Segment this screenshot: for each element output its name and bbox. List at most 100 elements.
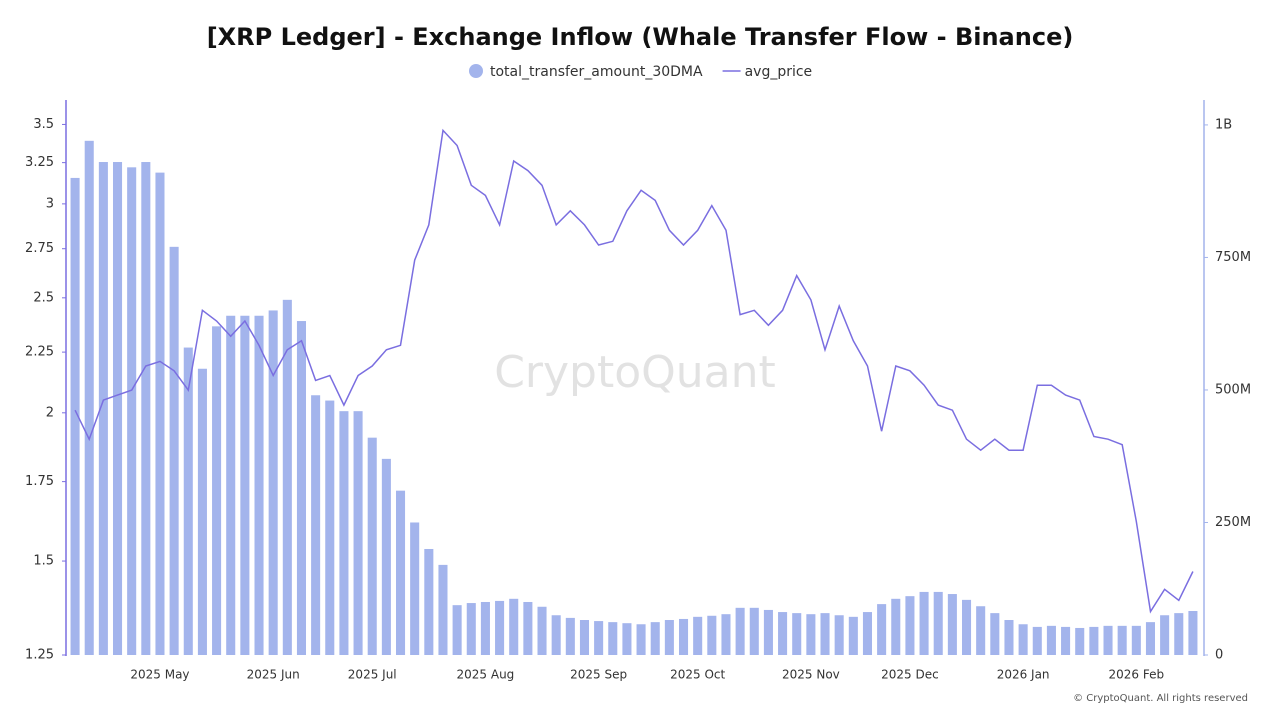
bar	[678, 618, 689, 655]
footer: © CryptoQuant. All rights reserved	[1073, 693, 1248, 704]
bar	[183, 347, 193, 655]
bar	[466, 603, 476, 655]
bar	[834, 615, 844, 655]
bar	[339, 411, 349, 655]
y-tick-label: 3	[46, 196, 54, 211]
bar	[1046, 625, 1056, 655]
x-tick-label: 2025 Dec	[881, 668, 939, 682]
bar	[792, 613, 802, 655]
bar	[636, 624, 646, 655]
y-tick-label: 2	[46, 405, 54, 420]
bar	[155, 172, 165, 656]
bar	[226, 315, 236, 655]
bar	[933, 591, 943, 655]
bar	[1188, 611, 1198, 655]
bar	[990, 613, 1000, 655]
y2-tick-label: 500M	[1215, 382, 1251, 397]
y-tick-label: 2.5	[33, 290, 54, 305]
bar	[551, 615, 561, 655]
bar	[565, 617, 575, 655]
bar	[410, 522, 420, 655]
y-tick-label: 2.75	[25, 241, 54, 256]
y-tick-label: 3.25	[25, 155, 54, 170]
bar	[976, 606, 986, 655]
bar	[197, 368, 207, 655]
bar	[452, 605, 462, 655]
bar	[1061, 626, 1071, 655]
x-tick-label: 2025 Jun	[247, 668, 300, 682]
bar	[961, 599, 972, 655]
watermark: CryptoQuant	[494, 347, 776, 398]
bar	[1103, 625, 1113, 655]
legend-label: avg_price	[745, 64, 813, 80]
bar	[311, 395, 321, 655]
bar	[268, 310, 278, 655]
x-tick-label: 2025 Oct	[670, 668, 725, 682]
x-tick-label: 2025 Jul	[348, 668, 397, 682]
bar	[622, 623, 632, 655]
bar	[381, 458, 391, 655]
line	[74, 128, 1194, 614]
y2-tick-label: 250M	[1215, 515, 1251, 530]
bar	[240, 315, 250, 655]
bar	[1089, 626, 1099, 655]
bar	[325, 400, 335, 655]
y2-tick-label: 0	[1215, 648, 1223, 663]
bar	[98, 162, 108, 655]
bar	[1018, 624, 1028, 655]
bar	[806, 614, 816, 655]
bar	[1160, 615, 1170, 655]
bar	[1075, 627, 1085, 655]
bar	[664, 620, 674, 655]
bar	[70, 177, 80, 655]
bar	[1117, 625, 1127, 655]
bar	[424, 548, 434, 655]
bar	[763, 609, 773, 655]
bar	[721, 614, 731, 655]
bar	[862, 612, 873, 655]
y2-tick-label: 1B	[1215, 117, 1232, 132]
chart-title: [XRP Ledger] - Exchange Inflow (Whale Tr…	[207, 23, 1074, 51]
y-tick-label: 3.5	[33, 117, 54, 132]
x-tick-label: 2025 May	[130, 668, 189, 682]
bar	[778, 612, 788, 655]
bar	[1145, 622, 1156, 655]
bar	[905, 596, 915, 655]
y-tick-label: 1.75	[25, 474, 54, 489]
legend-swatch	[469, 64, 483, 78]
bar	[707, 615, 717, 655]
x-tick-label: 2026 Jan	[997, 668, 1050, 682]
bar	[523, 601, 533, 655]
y-tick-label: 1.5	[33, 554, 54, 569]
y-tick-label: 1.25	[25, 648, 54, 663]
x-tick-label: 2025 Nov	[782, 668, 840, 682]
bar	[891, 598, 901, 655]
bar	[579, 620, 590, 655]
bar	[353, 411, 363, 655]
bar	[84, 140, 94, 655]
bar	[112, 162, 123, 655]
bar	[395, 490, 406, 655]
bar	[169, 246, 179, 656]
bar	[1131, 625, 1141, 655]
x-tick-label: 2025 Sep	[570, 668, 627, 682]
bar	[495, 600, 505, 655]
bar	[594, 621, 604, 655]
bar	[693, 616, 703, 655]
bar	[1174, 613, 1184, 655]
bar	[820, 613, 830, 655]
y2-tick-label: 750M	[1215, 250, 1251, 265]
bar	[608, 622, 618, 655]
bar	[480, 601, 490, 655]
bar	[919, 591, 929, 655]
bar	[848, 616, 858, 655]
bar	[212, 326, 222, 655]
bar	[141, 162, 151, 655]
bar	[749, 607, 759, 655]
x-tick-label: 2025 Aug	[457, 668, 515, 682]
bar	[877, 604, 887, 655]
bar	[537, 606, 547, 655]
bar	[735, 607, 745, 655]
bar	[650, 622, 660, 655]
